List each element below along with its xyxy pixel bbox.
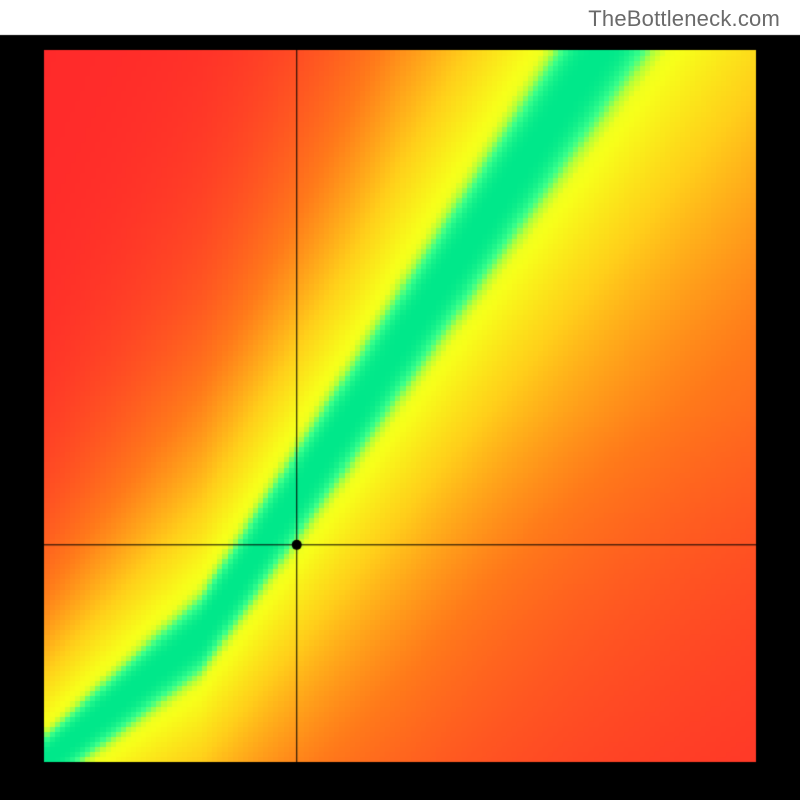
bottleneck-heatmap bbox=[0, 0, 800, 800]
chart-container: TheBottleneck.com bbox=[0, 0, 800, 800]
watermark-text: TheBottleneck.com bbox=[588, 6, 780, 32]
